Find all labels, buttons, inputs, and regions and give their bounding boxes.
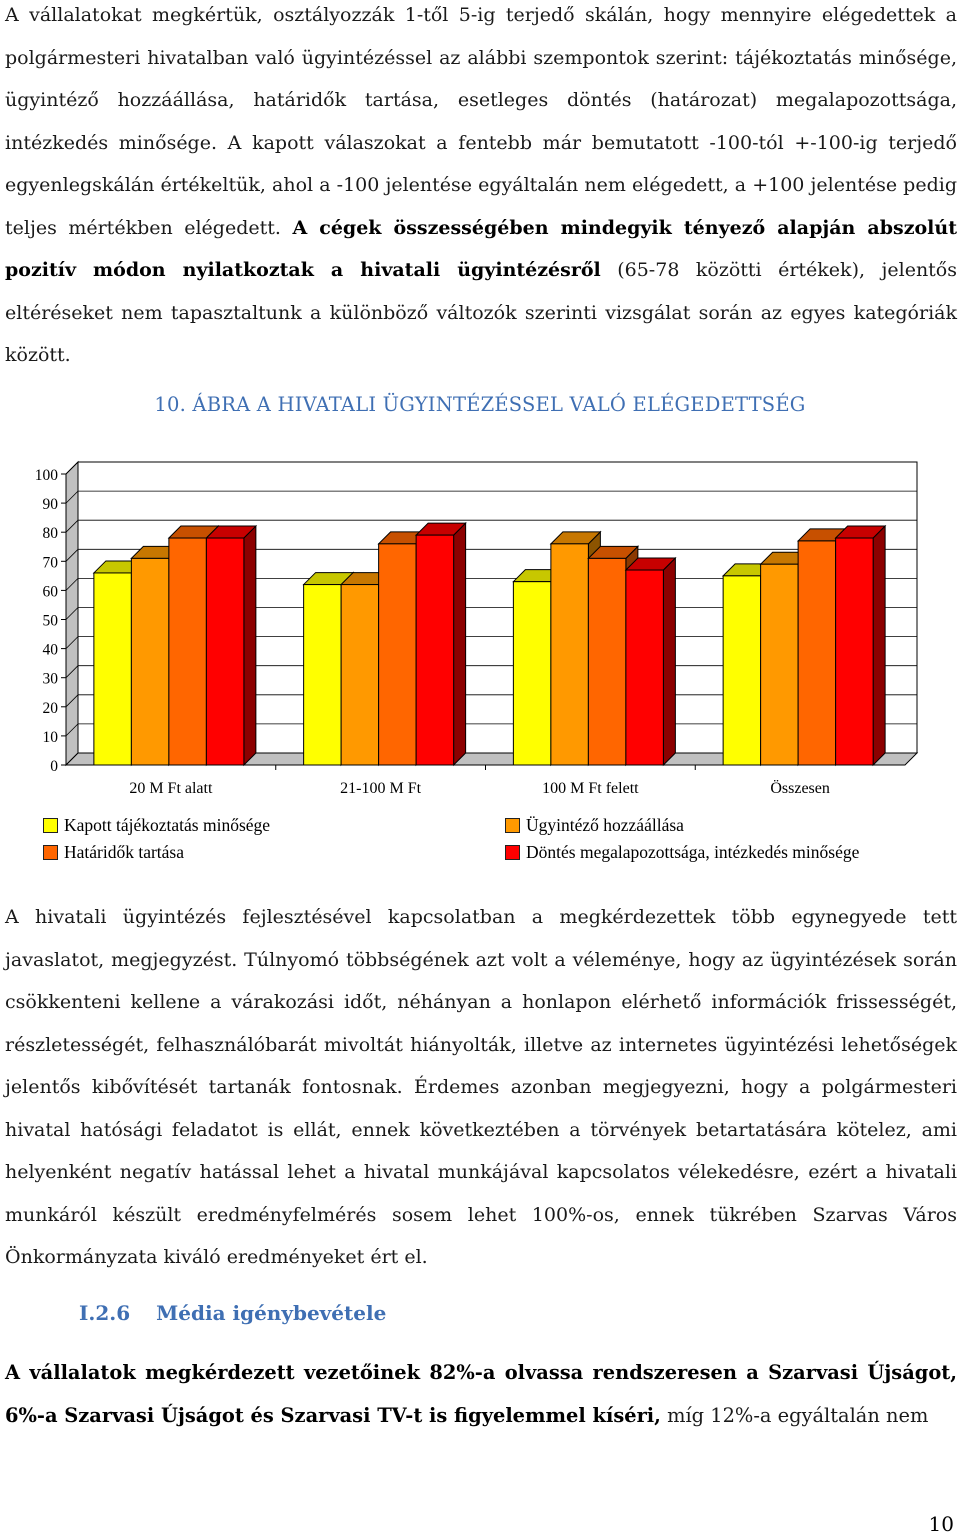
y-tick-label: 40 bbox=[43, 642, 59, 659]
bar bbox=[93, 572, 132, 766]
y-tick-label: 90 bbox=[43, 496, 59, 513]
gridline-side bbox=[65, 578, 79, 591]
x-tick-label: 21-100 M Ft bbox=[340, 780, 421, 797]
bar-side bbox=[453, 521, 467, 767]
page-number: 10 bbox=[928, 1512, 954, 1536]
gridline-side bbox=[65, 752, 79, 766]
bar bbox=[722, 575, 762, 766]
gridline-side bbox=[65, 519, 79, 533]
bar bbox=[205, 537, 245, 766]
section-number: I.2.6 bbox=[79, 1301, 131, 1325]
legend-swatch-3 bbox=[43, 845, 58, 860]
legend-label-1: Kapott tájékoztatás minősége bbox=[64, 815, 271, 835]
bar bbox=[303, 584, 342, 766]
legend-swatch-1 bbox=[43, 818, 58, 833]
legend-label-4: Döntés megalapozottsága, intézkedés minő… bbox=[526, 842, 860, 862]
gridline-side bbox=[65, 607, 79, 620]
y-tick-label: 50 bbox=[43, 613, 59, 630]
x-tick-label: 100 M Ft felett bbox=[542, 780, 639, 797]
bar-side bbox=[662, 556, 676, 767]
bar bbox=[587, 557, 627, 766]
legend-label-2: Ügyintéző hozzáállása bbox=[526, 815, 684, 835]
y-tick-label: 80 bbox=[43, 525, 59, 542]
legend-swatch-4 bbox=[505, 845, 520, 860]
media-text: míg 12%-a egyáltalán nem bbox=[667, 1403, 929, 1427]
gridline-side bbox=[65, 694, 79, 708]
legend-label-3: Határidők tartása bbox=[64, 842, 185, 862]
satisfaction-bar-chart: 0 10 20 30 40 50 60 70 80 90 100 20 M Ft alatt 21-10… bbox=[35, 460, 919, 797]
gridline-side bbox=[65, 665, 79, 678]
x-tick-label: Összesen bbox=[770, 779, 830, 797]
intro-paragraph: A vállalatokat megkértük, osztályozzák 1… bbox=[5, 0, 957, 377]
legend-item-3: Határidők tartása bbox=[43, 842, 184, 863]
gridline-side bbox=[65, 461, 79, 475]
gridline-side bbox=[65, 636, 79, 649]
bar bbox=[512, 581, 552, 766]
legend-item-2: Ügyintéző hozzáállása bbox=[505, 815, 684, 836]
bar-side bbox=[243, 524, 257, 767]
bar bbox=[378, 543, 417, 766]
intro-text-end: (65-78 közötti értékek), jelentős eltéré… bbox=[5, 259, 957, 366]
y-tick-label: 60 bbox=[43, 583, 59, 600]
media-paragraph: A vállalatok megkérdezett vezetőinek 82%… bbox=[5, 1352, 957, 1437]
bar bbox=[760, 563, 799, 766]
legend-swatch-2 bbox=[505, 818, 520, 833]
legend-item-4: Döntés megalapozottsága, intézkedés minő… bbox=[505, 842, 859, 863]
figure-caption: 10. ÁBRA A HIVATALI ÜGYINTÉZÉSSEL VALÓ E… bbox=[154, 393, 806, 416]
bar bbox=[797, 540, 837, 766]
bar bbox=[168, 537, 207, 766]
bar bbox=[340, 584, 380, 766]
x-tick-label: 20 M Ft alatt bbox=[129, 780, 213, 797]
gridline-side bbox=[65, 549, 79, 562]
gridline-side bbox=[65, 723, 79, 737]
bar bbox=[625, 569, 664, 766]
legend-item-1: Kapott tájékoztatás minősége bbox=[43, 815, 270, 836]
bar-side bbox=[872, 524, 886, 767]
intro-bold-text: A cégek összességében mindegyik tényező … bbox=[5, 216, 957, 282]
y-tick-label: 70 bbox=[43, 554, 59, 571]
bar bbox=[130, 557, 170, 766]
y-tick-label: 20 bbox=[43, 700, 59, 717]
bar bbox=[415, 534, 455, 766]
gridline-side bbox=[65, 490, 79, 504]
y-tick-label: 0 bbox=[50, 758, 58, 775]
intro-text: A vállalatokat megkértük, osztályozzák 1… bbox=[5, 4, 957, 239]
section-title: Média igénybevétele bbox=[156, 1301, 387, 1325]
y-tick-label: 100 bbox=[35, 467, 59, 484]
section-heading: I.2.6 Média igénybevétele bbox=[79, 1301, 386, 1325]
y-tick-label: 10 bbox=[43, 729, 59, 746]
media-bold-text: A vállalatok megkérdezett vezetőinek 82%… bbox=[5, 1361, 957, 1427]
y-tick-label: 30 bbox=[43, 671, 59, 688]
bar bbox=[835, 537, 874, 766]
bar bbox=[550, 543, 589, 766]
body-paragraph: A hivatali ügyintézés fejlesztésével kap… bbox=[5, 906, 957, 1268]
